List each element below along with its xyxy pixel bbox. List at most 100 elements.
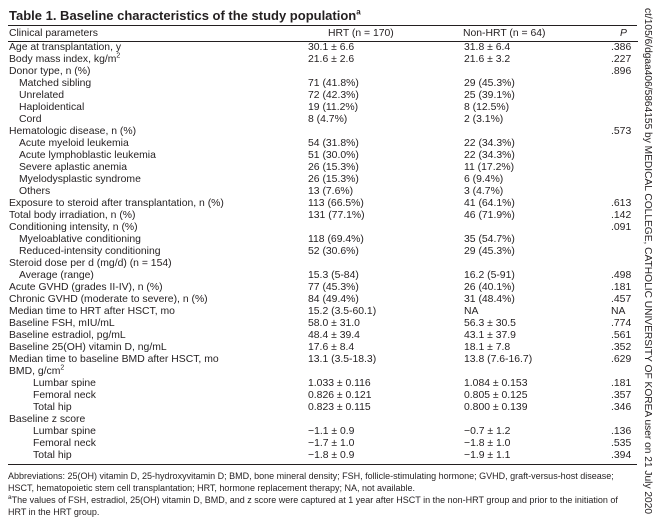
non-hrt-value: 46 (71.9%): [464, 210, 515, 221]
row-label-text: Acute lymphoblastic leukemia: [19, 150, 156, 161]
row-label-text: Baseline z score: [9, 414, 86, 425]
row-label: Acute myeloid leukemia: [8, 138, 298, 150]
row-label-text: Exposure to steroid after transplantatio…: [9, 198, 224, 209]
p-value: .091: [611, 222, 632, 233]
hrt-value: 54 (31.8%): [308, 138, 359, 149]
table-row: Acute GVHD (grades II-IV), n (%) 77 (45.3…: [8, 282, 638, 294]
row-label: Lumbar spine: [8, 426, 298, 438]
p-value: .561: [611, 330, 632, 341]
hrt-value: 118 (69.4%): [308, 234, 364, 245]
table-row: Total body irradiation, n (%) 131 (77.1%)…: [8, 210, 638, 222]
row-label: Matched sibling: [8, 78, 298, 90]
p-value: [608, 366, 638, 378]
p-value: .357: [611, 390, 632, 401]
non-hrt-value: [440, 366, 608, 378]
table-container: Table 1. Baseline characteristics of the…: [8, 8, 638, 518]
download-watermark: ct/105/6/dgaa406/5864155 by MEDICAL COLL…: [642, 8, 653, 515]
row-label-superscript: 2: [60, 364, 65, 372]
table-row: Total hip 0.823 ± 0.115 0.800 ± 0.139 .346: [8, 402, 638, 414]
p-value: [608, 174, 638, 186]
footnote-a: aThe values of FSH, estradiol, 25(OH) vi…: [8, 494, 637, 518]
hrt-value: 17.6 ± 8.4: [308, 342, 355, 353]
header-non-hrt: Non-HRT (n = 64): [463, 28, 546, 39]
non-hrt-value: 35 (54.7%): [464, 234, 515, 245]
non-hrt-value: [440, 258, 608, 270]
hrt-value: 58.0 ± 31.0: [308, 318, 360, 329]
hrt-value: 30.1 ± 6.6: [308, 42, 355, 53]
table-row: Lumbar spine 1.033 ± 0.116 1.084 ± 0.153 .1…: [8, 378, 638, 390]
row-label-text: Haploidentical: [19, 102, 85, 113]
non-hrt-value: 41 (64.1%): [464, 198, 515, 209]
p-value: [608, 78, 638, 90]
p-value: [608, 414, 638, 426]
p-value: .629: [611, 354, 632, 365]
row-label: Myelodysplastic syndrome: [8, 174, 298, 186]
hrt-value: 71 (41.8%): [308, 78, 359, 89]
table-row: Median time to baseline BMD after HSCT, …: [8, 354, 638, 366]
hrt-value: 13.1 (3.5-18.3): [308, 354, 377, 365]
hrt-value: [298, 258, 440, 270]
row-label: Chronic GVHD (moderate to severe), n (%): [8, 294, 298, 306]
row-label-text: Hematologic disease, n (%): [9, 126, 137, 137]
row-label-text: Donor type, n (%): [9, 66, 91, 77]
hrt-value: 1.033 ± 0.116: [308, 378, 371, 389]
non-hrt-value: 31 (48.4%): [464, 294, 515, 305]
table-row: Myeloablative conditioning 118 (69.4%) 35 …: [8, 234, 638, 246]
table-row: Chronic GVHD (moderate to severe), n (%)…: [8, 294, 638, 306]
footnote-abbreviations: Abbreviations: 25(OH) vitamin D, 25-hydr…: [8, 471, 614, 493]
p-value: .896: [611, 66, 632, 77]
hrt-value: 113 (66.5%): [308, 198, 364, 209]
table-row: Reduced-intensity conditioning 52 (30.6%)…: [8, 246, 638, 258]
p-value: .774: [611, 318, 632, 329]
table-title-footnote-marker: a: [356, 7, 361, 17]
p-value: .227: [611, 54, 632, 65]
row-label: Baseline FSH, mIU/mL: [8, 318, 298, 330]
table-row: Cord 8 (4.7%) 2 (3.1%): [8, 114, 638, 126]
p-value: .613: [611, 198, 632, 209]
hrt-value: 15.2 (3.5-60.1): [308, 306, 377, 317]
row-label: Median time to HRT after HSCT, mo: [8, 306, 298, 318]
hrt-value: 131 (77.1%): [308, 210, 365, 221]
hrt-value: 77 (45.3%): [308, 282, 359, 293]
non-hrt-value: 26 (40.1%): [464, 282, 515, 293]
row-label: Donor type, n (%): [8, 66, 298, 78]
row-label: Exposure to steroid after transplantatio…: [8, 198, 298, 210]
row-label: Total hip: [8, 402, 298, 414]
row-label: Cord: [8, 114, 298, 126]
p-value: .498: [611, 270, 632, 281]
non-hrt-value: 21.6 ± 3.2: [464, 54, 511, 65]
row-label-text: Cord: [19, 114, 42, 125]
hrt-value: 19 (11.2%): [308, 102, 359, 113]
footnote-a-marker: a: [8, 494, 12, 501]
row-label: Myeloablative conditioning: [8, 234, 298, 246]
non-hrt-value: 22 (34.3%): [464, 138, 515, 149]
table-bottom-rule: [8, 464, 637, 465]
row-label: Age at transplantation, y: [8, 42, 298, 54]
non-hrt-value: NA: [464, 306, 479, 317]
table-row: Matched sibling 71 (41.8%) 29 (45.3%): [8, 78, 638, 90]
row-label-text: Baseline 25(OH) vitamin D, ng/mL: [9, 342, 167, 353]
p-value: .346: [611, 402, 632, 413]
row-label-text: Conditioning intensity, n (%): [9, 222, 138, 233]
non-hrt-value: 3 (4.7%): [464, 186, 504, 197]
row-label-text: Myelodysplastic syndrome: [19, 174, 141, 185]
row-label-text: Median time to baseline BMD after HSCT, …: [9, 354, 219, 365]
p-value: .394: [611, 450, 632, 461]
table-row: Unrelated 72 (42.3%) 25 (39.1%): [8, 90, 638, 102]
row-label-text: Lumbar spine: [33, 378, 96, 389]
table-title-text: Table 1. Baseline characteristics of the…: [9, 8, 357, 23]
non-hrt-value: [440, 66, 608, 78]
footnote-a-text: The values of FSH, estradiol, 25(OH) vit…: [8, 495, 618, 517]
row-label: Body mass index, kg/m2: [8, 53, 298, 66]
p-value: [608, 90, 638, 102]
table-row: Average (range) 15.3 (5-84) 16.2 (5-91) .49…: [8, 270, 638, 282]
row-label-text: Median time to HRT after HSCT, mo: [9, 306, 175, 317]
table-row: Exposure to steroid after transplantatio…: [8, 198, 638, 210]
table-row: Myelodysplastic syndrome 26 (15.3%) 6 (9.4…: [8, 174, 638, 186]
table-title: Table 1. Baseline characteristics of the…: [8, 8, 637, 25]
hrt-value: 72 (42.3%): [308, 90, 359, 101]
p-value: .142: [611, 210, 632, 221]
non-hrt-value: [440, 126, 608, 138]
table-row: Hematologic disease, n (%) .573: [8, 126, 638, 138]
row-label-text: Body mass index, kg/m: [9, 54, 117, 65]
